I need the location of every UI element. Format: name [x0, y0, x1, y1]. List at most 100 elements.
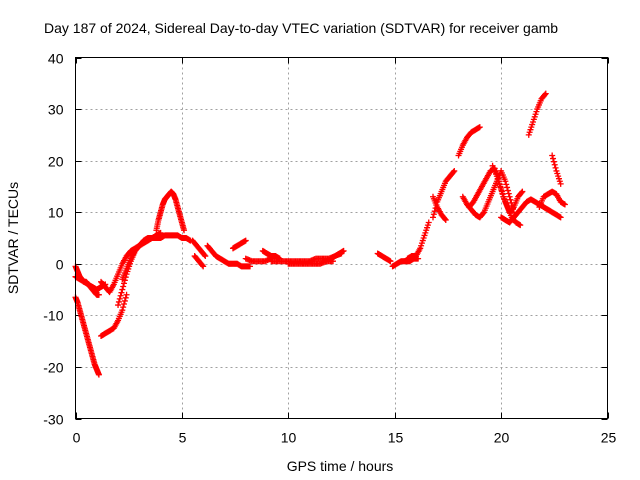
data-point: [200, 263, 207, 270]
data-point: [557, 214, 564, 221]
x-tick-label: 0: [73, 430, 81, 446]
series-arc-z: [489, 162, 526, 216]
series-arc-j: [191, 253, 207, 270]
series-arc-ac: [536, 188, 568, 211]
series-arc-l: [229, 237, 249, 252]
series-arc-d: [98, 291, 130, 339]
plot-frame: [75, 57, 608, 419]
data-point: [123, 291, 130, 298]
data-point: [503, 181, 510, 188]
data-point: [117, 292, 124, 299]
data-point: [120, 283, 127, 290]
data-point: [430, 214, 437, 221]
data-point: [121, 280, 128, 287]
data-point: [118, 289, 125, 296]
series-arc-i: [189, 237, 209, 260]
y-tick-label: 40: [48, 51, 64, 67]
data-point: [504, 184, 511, 191]
x-tick-label: 15: [388, 430, 404, 446]
data-point: [480, 210, 487, 217]
data-point: [504, 187, 511, 194]
x-tick-label: 5: [179, 430, 187, 446]
series-arc-t: [404, 219, 432, 262]
series-arc-c: [72, 294, 102, 378]
data-point: [116, 295, 123, 302]
data-point: [95, 291, 102, 298]
x-tick-label: 10: [281, 430, 297, 446]
data-point: [246, 263, 253, 270]
data-point: [157, 229, 164, 236]
data-point: [552, 164, 559, 171]
y-tick-label: 20: [48, 154, 64, 170]
data-point: [95, 371, 102, 378]
tick-labels: 0 5 10 15 20 25 -30 -20 -10 0 10 20 30 40: [43, 51, 616, 446]
data-point: [202, 253, 209, 260]
data-point: [115, 302, 122, 309]
series-arc-r: [374, 250, 394, 265]
data-point: [451, 167, 458, 174]
series-arc-aa: [498, 196, 564, 226]
data-point: [340, 247, 347, 254]
data-point: [120, 304, 127, 311]
data-point: [121, 297, 128, 304]
chart-title: Day 187 of 2024, Sidereal Day-to-day VTE…: [44, 20, 558, 36]
data-point: [557, 180, 564, 187]
data-point: [551, 161, 558, 168]
y-tick-label: 0: [56, 257, 64, 273]
data-point: [505, 190, 512, 197]
data-point: [510, 205, 517, 212]
data-point: [549, 152, 556, 159]
grid: [75, 57, 608, 419]
data-point: [550, 155, 557, 162]
data-point: [542, 90, 549, 97]
series-arc-ab: [525, 90, 549, 138]
data-point: [121, 301, 128, 308]
data-point: [507, 196, 514, 203]
data-point: [181, 227, 188, 234]
data-point: [450, 168, 457, 175]
series-arc-w: [455, 124, 483, 159]
series-arc-n: [259, 247, 283, 262]
data-point: [550, 158, 557, 165]
data-point: [115, 298, 122, 305]
y-tick-label: -10: [43, 308, 63, 324]
data-point: [242, 237, 249, 244]
x-axis-label: GPS time / hours: [287, 458, 394, 474]
data-point: [430, 211, 437, 218]
data-point: [518, 189, 525, 196]
y-tick-label: -20: [43, 360, 63, 376]
data-point: [442, 216, 449, 223]
data-point: [517, 222, 524, 229]
y-tick-label: 10: [48, 205, 64, 221]
data-point: [519, 188, 526, 195]
data-point: [502, 178, 509, 185]
x-tick-label: 20: [494, 430, 510, 446]
series-arc-h: [153, 188, 188, 234]
series-arc-k: [204, 242, 253, 270]
y-tick-label: -30: [43, 412, 63, 428]
series-arc-b: [72, 273, 109, 293]
series-arc-v: [430, 193, 449, 223]
data-point: [387, 258, 394, 265]
data-point: [541, 91, 548, 98]
data-point: [199, 262, 206, 269]
data-point: [476, 124, 483, 131]
data-point: [201, 252, 208, 259]
series-arc-u: [430, 167, 458, 221]
y-axis-label: SDTVAR / TECUs: [5, 182, 21, 294]
data-point: [441, 215, 448, 222]
data-point: [425, 219, 432, 226]
series-arc-g: [119, 229, 164, 283]
series-arc-q: [327, 247, 347, 262]
data-point: [119, 307, 126, 314]
data-points: [72, 90, 568, 378]
data-point: [561, 201, 568, 208]
data-point: [506, 193, 513, 200]
data-point: [119, 286, 126, 293]
x-tick-label: 25: [601, 430, 617, 446]
data-point: [431, 208, 438, 215]
y-tick-label: 30: [48, 102, 64, 118]
data-point: [122, 294, 129, 301]
series-arc-ad: [549, 152, 564, 187]
